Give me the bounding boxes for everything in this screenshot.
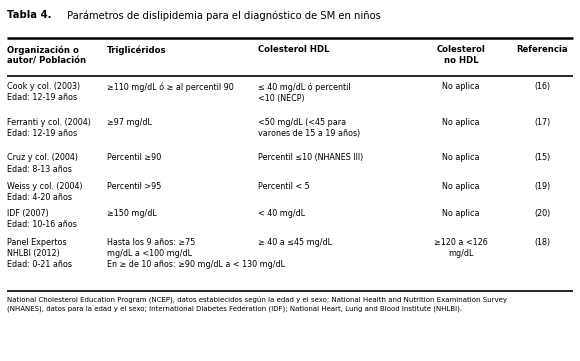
Text: Tabla 4.: Tabla 4. [7, 10, 52, 20]
Text: Colesterol
no HDL: Colesterol no HDL [437, 45, 485, 65]
Text: No aplica: No aplica [443, 153, 480, 162]
Text: (16): (16) [534, 82, 550, 91]
Text: No aplica: No aplica [443, 209, 480, 218]
Text: ≥120 a <126
mg/dL: ≥120 a <126 mg/dL [434, 238, 488, 258]
Text: (15): (15) [534, 153, 550, 162]
Text: Panel Expertos
NHLBI (2012)
Edad: 0-21 años: Panel Expertos NHLBI (2012) Edad: 0-21 a… [7, 238, 72, 269]
Text: ≥150 mg/dL: ≥150 mg/dL [107, 209, 157, 218]
Text: Cruz y col. (2004)
Edad: 8-13 años: Cruz y col. (2004) Edad: 8-13 años [7, 153, 78, 174]
Text: (19): (19) [534, 182, 550, 191]
Text: Triglicéridos: Triglicéridos [107, 45, 167, 55]
Text: (17): (17) [534, 118, 550, 127]
Text: ≥ 40 a ≤45 mg/dL: ≥ 40 a ≤45 mg/dL [258, 238, 332, 247]
Text: (20): (20) [534, 209, 550, 218]
Text: ≥97 mg/dL: ≥97 mg/dL [107, 118, 152, 127]
Text: Percentil ≤10 (NHANES III): Percentil ≤10 (NHANES III) [258, 153, 363, 162]
Text: Organización o
autor/ Población: Organización o autor/ Población [7, 45, 86, 65]
Text: ≤ 40 mg/dL ó percentil
<10 (NECP): ≤ 40 mg/dL ó percentil <10 (NECP) [258, 82, 351, 103]
Text: Percentil >95: Percentil >95 [107, 182, 162, 191]
Text: Referencia: Referencia [516, 45, 568, 54]
Text: Percentil ≥90: Percentil ≥90 [107, 153, 162, 162]
Text: Cook y col. (2003)
Edad: 12-19 años: Cook y col. (2003) Edad: 12-19 años [7, 82, 80, 103]
Text: No aplica: No aplica [443, 118, 480, 127]
Text: < 40 mg/dL: < 40 mg/dL [258, 209, 305, 218]
Text: National Cholesterol Education Program (NCEP), datos establecidos según la edad : National Cholesterol Education Program (… [7, 297, 507, 312]
Text: Weiss y col. (2004)
Edad: 4-20 años: Weiss y col. (2004) Edad: 4-20 años [7, 182, 82, 202]
Text: Colesterol HDL: Colesterol HDL [258, 45, 329, 54]
Text: Hasta los 9 años: ≥75
mg/dL a <100 mg/dL
En ≥ de 10 años: ≥90 mg/dL a < 130 mg/d: Hasta los 9 años: ≥75 mg/dL a <100 mg/dL… [107, 238, 285, 269]
Text: No aplica: No aplica [443, 182, 480, 191]
Text: No aplica: No aplica [443, 82, 480, 91]
Text: (18): (18) [534, 238, 550, 247]
Text: Percentil < 5: Percentil < 5 [258, 182, 310, 191]
Text: <50 mg/dL (<45 para
varones de 15 a 19 años): <50 mg/dL (<45 para varones de 15 a 19 a… [258, 118, 360, 138]
Text: Parámetros de dislipidemia para el diagnóstico de SM en niños: Parámetros de dislipidemia para el diagn… [64, 10, 380, 21]
Text: Ferranti y col. (2004)
Edad: 12-19 años: Ferranti y col. (2004) Edad: 12-19 años [7, 118, 91, 138]
Text: ≥110 mg/dL ó ≥ al percentil 90: ≥110 mg/dL ó ≥ al percentil 90 [107, 82, 234, 92]
Text: IDF (2007)
Edad: 10-16 años: IDF (2007) Edad: 10-16 años [7, 209, 77, 230]
